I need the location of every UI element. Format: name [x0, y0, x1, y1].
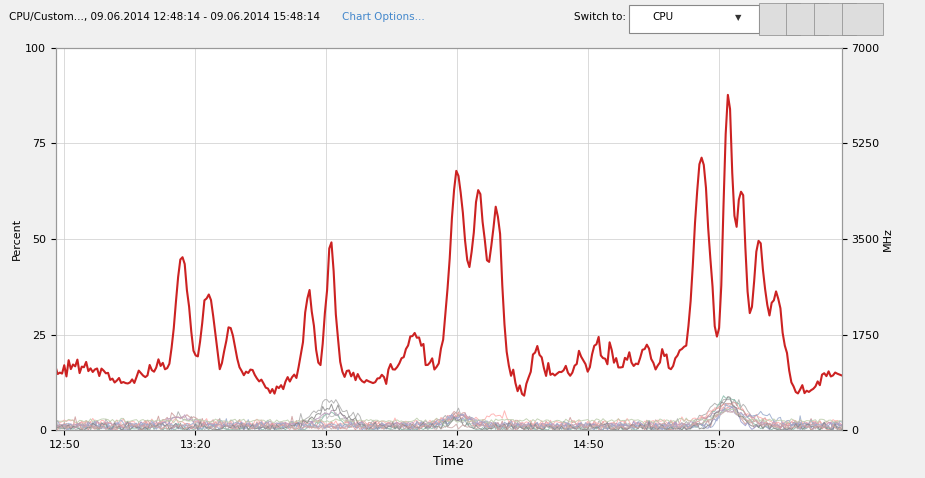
Text: ▼: ▼	[735, 13, 742, 22]
X-axis label: Time: Time	[433, 456, 464, 468]
Text: CPU/Custom..., 09.06.2014 12:48:14 - 09.06.2014 15:48:14: CPU/Custom..., 09.06.2014 12:48:14 - 09.…	[9, 12, 320, 22]
FancyBboxPatch shape	[786, 3, 828, 35]
Text: CPU: CPU	[652, 12, 673, 22]
Y-axis label: MHz: MHz	[882, 227, 893, 251]
FancyBboxPatch shape	[842, 3, 883, 35]
FancyBboxPatch shape	[758, 3, 800, 35]
Text: Chart Options...: Chart Options...	[342, 12, 425, 22]
FancyBboxPatch shape	[814, 3, 856, 35]
Y-axis label: Percent: Percent	[12, 218, 22, 260]
FancyBboxPatch shape	[629, 5, 758, 33]
Text: Switch to:: Switch to:	[574, 12, 625, 22]
